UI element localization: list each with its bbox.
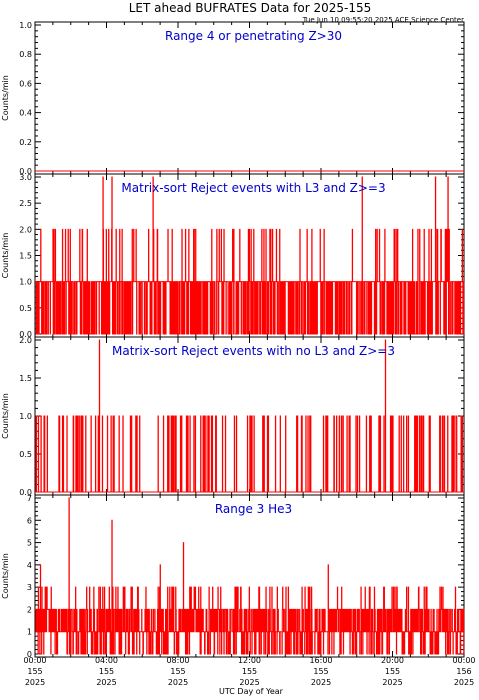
x-tick-label: 04:00	[95, 656, 118, 665]
y-tick-label: 0.2	[19, 138, 32, 147]
panel-title: Matrix-sort Reject events with L3 and Z>…	[121, 181, 385, 195]
y-axis-label: Counts/min	[1, 233, 10, 279]
x-tick-label: 12:00	[238, 656, 261, 665]
y-tick-label: 0.0	[19, 167, 32, 176]
x-tick-label: 20:00	[381, 656, 404, 665]
y-axis-label: Counts/min	[1, 553, 10, 599]
panel-4: 0 1 2 3 4 5 6 7 Counts/min Range 3 He3	[1, 494, 465, 659]
y-tick-label: 0.5	[19, 450, 32, 459]
y-tick-label: 2.5	[19, 199, 32, 208]
y-tick-label: 7	[27, 494, 32, 503]
x-tick-label: 2025	[311, 678, 331, 687]
panel-2: 0.0 0.5 1.0 1.5 2.0 2.5 3.0 Counts/min Matrix-so…	[1, 173, 465, 339]
panel-3: 0.0 0.5 1.0 1.5 2.0 Counts/min Matrix-sort Rej…	[1, 336, 465, 497]
y-tick-label: 1.0	[19, 278, 32, 287]
chart-title: LET ahead BUFRATES Data for 2025-155	[129, 1, 371, 15]
x-tick-label: 2025	[382, 678, 402, 687]
chart-panels: 0.0 0.2 0.4 0.6 0.8 1.0 Counts/min Range 4 or p…	[1, 21, 465, 659]
x-tick-label: 00:00	[23, 656, 46, 665]
y-tick-label: 2.0	[19, 336, 32, 345]
y-tick-label: 0	[27, 650, 32, 659]
y-tick-label: 0.6	[19, 79, 32, 88]
y-tick-label: 0.8	[19, 50, 32, 59]
x-axis-label: UTC Day of Year	[219, 687, 284, 696]
y-tick-label: 0.0	[19, 488, 32, 497]
panel-frame	[34, 21, 465, 175]
x-tick-label: 2025	[239, 678, 259, 687]
y-tick-label: 3	[27, 583, 32, 592]
panel-title: Range 4 or penetrating Z>30	[165, 29, 342, 43]
y-tick-label: 1.5	[19, 374, 32, 383]
y-tick-label: 6	[27, 516, 32, 525]
panel-title: Matrix-sort Reject events with no L3 and…	[112, 344, 395, 358]
x-tick-label: 155	[385, 667, 400, 676]
x-tick-label: 00:00	[452, 656, 475, 665]
y-tick-label: 2	[27, 605, 32, 614]
x-tick-label: 156	[456, 667, 471, 676]
y-tick-label: 1.0	[19, 21, 32, 30]
x-tick-label: 155	[242, 667, 257, 676]
x-tick-label: 155	[170, 667, 185, 676]
y-tick-label: 1	[27, 628, 32, 637]
timestamp-label: Tue Jun 10 09:55:20 2025 ACE Science Cen…	[302, 16, 464, 24]
panel-title: Range 3 He3	[215, 502, 292, 516]
x-tick-label: 155	[99, 667, 114, 676]
series-line	[35, 339, 464, 493]
x-tick-label: 16:00	[309, 656, 332, 665]
y-tick-label: 0.0	[19, 330, 32, 339]
y-tick-label: 1.0	[19, 412, 32, 421]
y-axis-label: Counts/min	[1, 75, 10, 121]
y-axis-label: Counts/min	[1, 393, 10, 439]
y-tick-label: 2.0	[19, 225, 32, 234]
x-axis: 00:00 155 2025 04:00 155 2025 08:00 155 2025 12:0…	[23, 656, 475, 687]
series-line	[35, 497, 465, 655]
y-tick-label: 0.4	[19, 109, 32, 118]
x-tick-label: 155	[27, 667, 42, 676]
y-tick-label: 1.5	[19, 252, 32, 261]
series-line	[35, 176, 465, 335]
x-tick-label: 2025	[454, 678, 474, 687]
x-tick-label: 2025	[168, 678, 188, 687]
x-tick-label: 2025	[25, 678, 45, 687]
y-tick-label: 5	[27, 539, 32, 548]
panel-1: 0.0 0.2 0.4 0.6 0.8 1.0 Counts/min Range 4 or p…	[1, 21, 465, 176]
x-tick-label: 2025	[96, 678, 116, 687]
x-tick-label: 155	[313, 667, 328, 676]
y-tick-label: 4	[27, 561, 32, 570]
y-tick-label: 0.5	[19, 304, 32, 313]
x-tick-label: 08:00	[166, 656, 189, 665]
panel-frame	[34, 494, 465, 658]
y-tick-label: 3.0	[19, 173, 32, 182]
